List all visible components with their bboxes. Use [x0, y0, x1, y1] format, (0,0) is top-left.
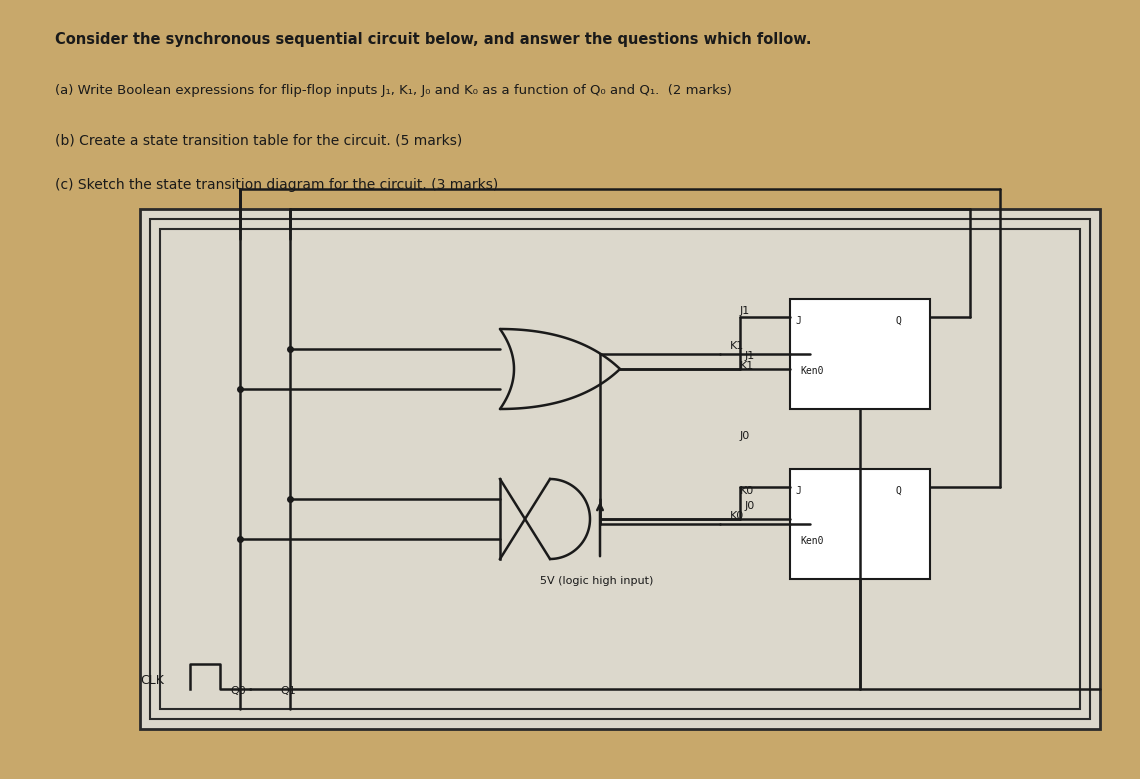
Text: K1: K1: [730, 341, 744, 351]
Text: Q: Q: [895, 316, 901, 326]
Text: J0: J0: [746, 501, 755, 511]
Text: J: J: [795, 486, 801, 496]
Text: K0: K0: [730, 511, 744, 521]
Text: Ken0: Ken0: [800, 536, 823, 546]
Text: (a) Write Boolean expressions for flip-flop inputs J₁, K₁, J₀ and K₀ as a functi: (a) Write Boolean expressions for flip-f…: [55, 84, 732, 97]
Text: Ken0: Ken0: [800, 366, 823, 376]
Text: (b) Create a state transition table for the circuit. (5 marks): (b) Create a state transition table for …: [55, 133, 462, 147]
Text: (c) Sketch the state transition diagram for the circuit. (3 marks): (c) Sketch the state transition diagram …: [55, 178, 498, 192]
Text: K1: K1: [740, 361, 755, 371]
Text: J1: J1: [740, 306, 750, 316]
Text: J0: J0: [740, 431, 750, 441]
Text: J1: J1: [746, 351, 755, 361]
Text: 5V (logic high input): 5V (logic high input): [540, 576, 653, 586]
FancyBboxPatch shape: [140, 209, 1100, 729]
Text: K0: K0: [740, 486, 755, 496]
FancyBboxPatch shape: [790, 469, 930, 579]
Text: Q: Q: [895, 486, 901, 496]
Text: J: J: [795, 316, 801, 326]
Text: Q1: Q1: [280, 686, 295, 696]
Text: Q0: Q0: [230, 686, 246, 696]
Text: CLK: CLK: [140, 674, 164, 687]
FancyBboxPatch shape: [790, 299, 930, 409]
Text: Consider the synchronous sequential circuit below, and answer the questions whic: Consider the synchronous sequential circ…: [55, 32, 812, 47]
